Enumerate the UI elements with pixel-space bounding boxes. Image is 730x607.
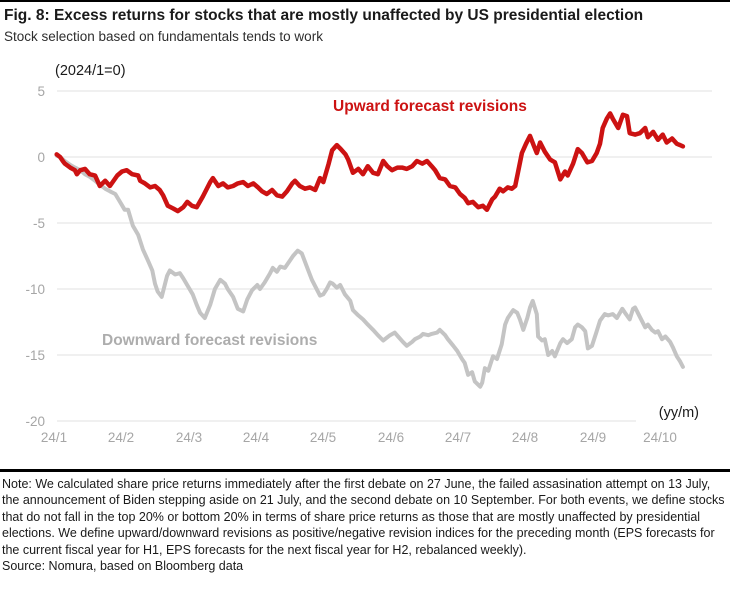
x-tick-label: 24/6 [378,430,404,445]
y-tick-label: 0 [37,150,45,165]
figure-8-container: Fig. 8: Excess returns for stocks that a… [0,0,730,574]
x-axis-tick-labels: 24/1 24/2 24/3 24/4 24/5 24/6 24/7 24/8 … [41,430,677,445]
y-tick-label: -10 [25,282,45,297]
x-tick-label: 24/8 [512,430,538,445]
x-tick-label: 24/1 [41,430,67,445]
y-axis-unit-label: (2024/1=0) [55,63,126,79]
top-border-line [0,0,730,2]
footer-block: Note: We calculated share price returns … [0,472,730,574]
x-tick-label: 24/3 [176,430,202,445]
x-tick-label: 24/10 [643,430,677,445]
figure-title: Fig. 8: Excess returns for stocks that a… [4,7,644,24]
source-text: Source: Nomura, based on Bloomberg data [2,559,244,574]
x-tick-label: 24/4 [243,430,270,445]
gridlines [57,90,712,422]
x-axis-unit-label: (yy/m) [659,405,699,421]
line-chart: 5 0 -5 -10 -15 -20 24/1 24/2 24/3 24/4 2… [25,63,712,445]
figure-subtitle: Stock selection based on fundamentals te… [4,29,323,44]
y-tick-label: -5 [33,216,45,231]
downward-series-label: Downward forecast revisions [102,332,317,349]
upward-series-label: Upward forecast revisions [333,98,527,115]
y-tick-label: 5 [37,84,45,99]
y-tick-label: -20 [25,414,45,429]
y-tick-label: -15 [25,348,45,363]
divider-rule [0,469,730,472]
downward-series-line [54,153,685,389]
x-tick-label: 24/7 [445,430,471,445]
upward-series-line [54,111,686,214]
x-tick-label: 24/5 [310,430,336,445]
y-axis-tick-labels: 5 0 -5 -10 -15 -20 [25,84,45,429]
note-text: Note: We calculated share price returns … [2,477,725,557]
x-tick-label: 24/9 [580,430,606,445]
x-tick-label: 24/2 [108,430,134,445]
